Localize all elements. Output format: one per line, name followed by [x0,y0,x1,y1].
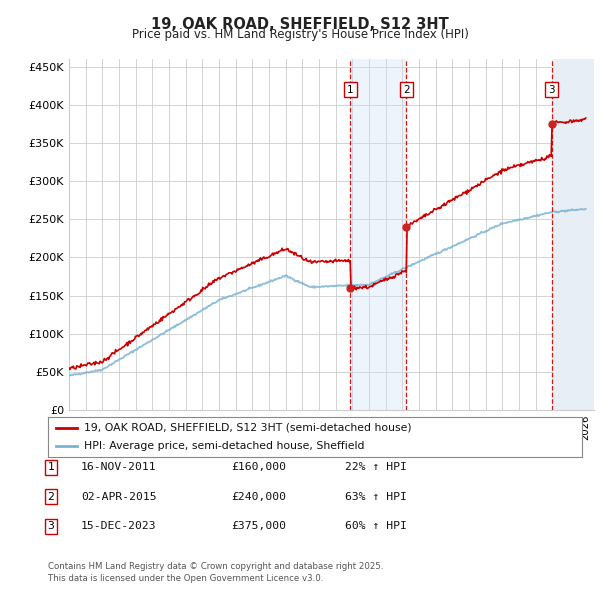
Text: 16-NOV-2011: 16-NOV-2011 [81,463,157,472]
Text: 19, OAK ROAD, SHEFFIELD, S12 3HT: 19, OAK ROAD, SHEFFIELD, S12 3HT [151,17,449,31]
Bar [350,59,406,410]
Text: 15-DEC-2023: 15-DEC-2023 [81,522,157,531]
Text: £375,000: £375,000 [231,522,286,531]
Text: 3: 3 [548,84,555,94]
Bar [551,59,594,410]
Text: £160,000: £160,000 [231,463,286,472]
Text: HPI: Average price, semi-detached house, Sheffield: HPI: Average price, semi-detached house,… [85,441,365,451]
Text: 3: 3 [47,522,55,531]
Text: 1: 1 [347,84,353,94]
Text: 2: 2 [47,492,55,502]
Text: 2: 2 [403,84,410,94]
Text: £240,000: £240,000 [231,492,286,502]
Text: 1: 1 [47,463,55,472]
Text: Contains HM Land Registry data © Crown copyright and database right 2025.
This d: Contains HM Land Registry data © Crown c… [48,562,383,583]
Text: 22% ↑ HPI: 22% ↑ HPI [345,463,407,472]
Text: 19, OAK ROAD, SHEFFIELD, S12 3HT (semi-detached house): 19, OAK ROAD, SHEFFIELD, S12 3HT (semi-d… [85,423,412,433]
Bar [551,59,594,410]
Text: 02-APR-2015: 02-APR-2015 [81,492,157,502]
Text: 63% ↑ HPI: 63% ↑ HPI [345,492,407,502]
Text: 60% ↑ HPI: 60% ↑ HPI [345,522,407,531]
Text: Price paid vs. HM Land Registry's House Price Index (HPI): Price paid vs. HM Land Registry's House … [131,28,469,41]
